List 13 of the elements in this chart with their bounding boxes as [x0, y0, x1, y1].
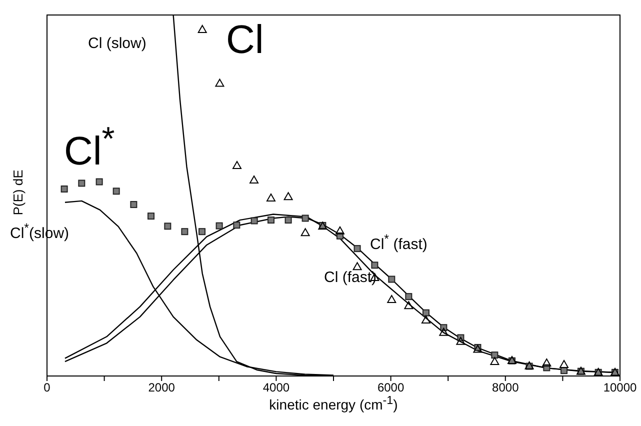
x-tick-label: 6000: [377, 380, 404, 395]
series-label: Cl$^{*}$: [64, 121, 115, 174]
series-label: Cl (fast): [324, 269, 376, 286]
series-label: Cl$^{*}$ (fast): [370, 232, 428, 254]
x-tick-label: 0: [44, 380, 51, 395]
x-tick-label: 2000: [148, 380, 176, 395]
series-label: Cl (slow): [88, 35, 146, 52]
x-tick-label: 8000: [492, 380, 520, 395]
y-axis-title: P(E) dE: [10, 170, 26, 216]
x-axis-title: kinetic energy (cm$^{-1}$): [268, 394, 399, 413]
series-label: Cl: [226, 18, 264, 62]
x-tick-label: 10000: [603, 380, 638, 395]
x-tick-label: 4000: [262, 380, 290, 395]
